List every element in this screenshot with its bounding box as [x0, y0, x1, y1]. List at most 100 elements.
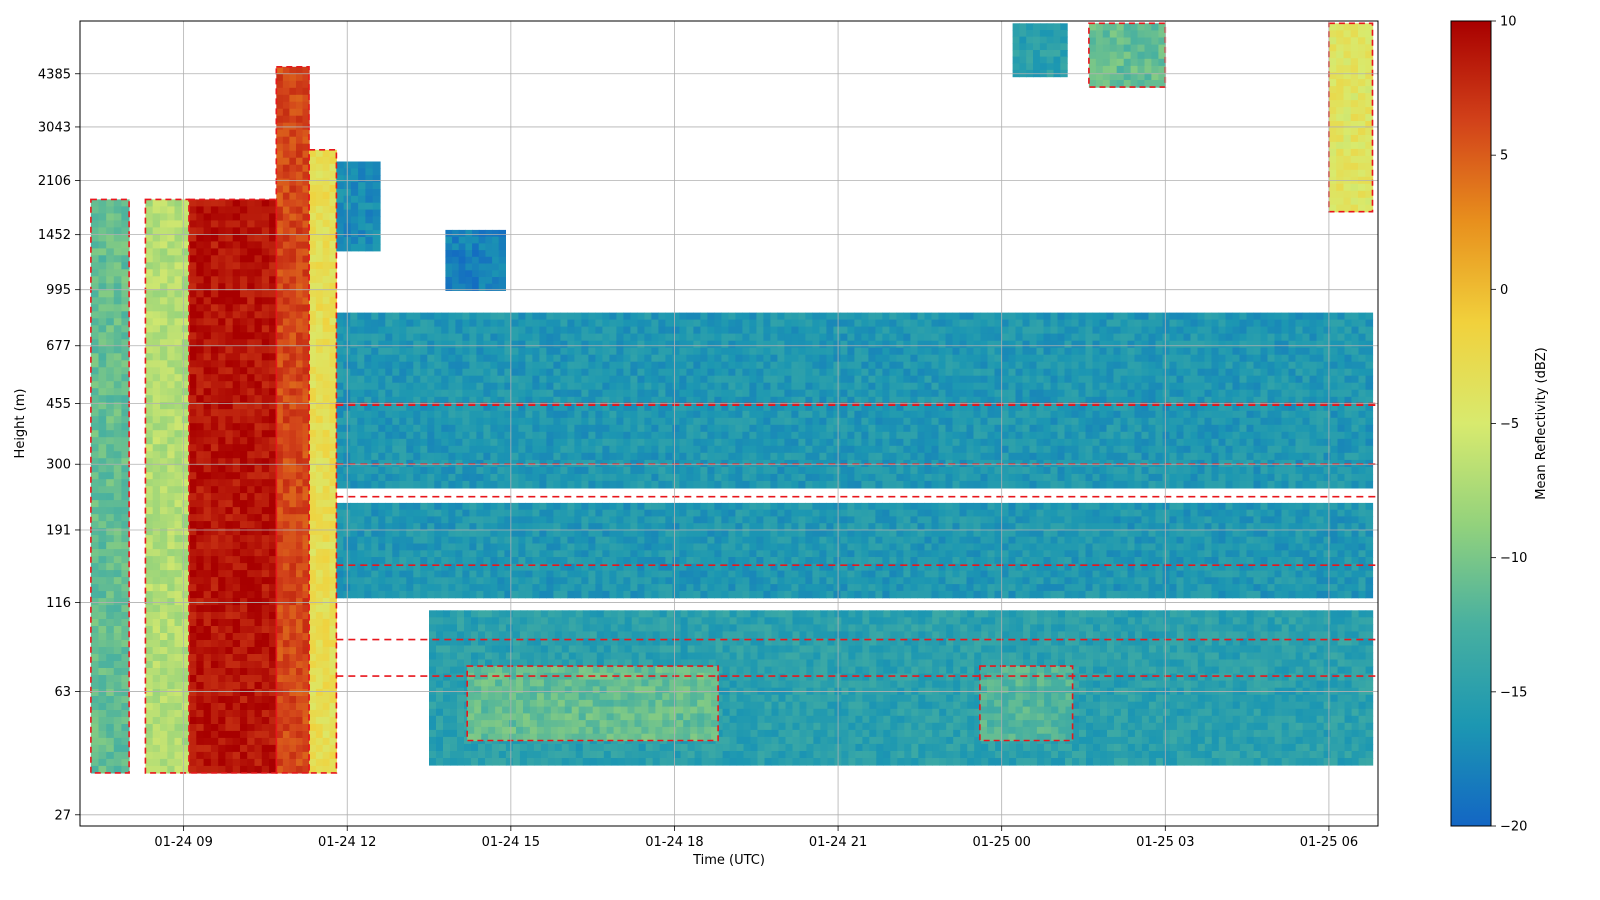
heatmap-cell	[289, 451, 297, 459]
heatmap-cell	[728, 438, 736, 447]
heatmap-cell	[145, 591, 154, 599]
heatmap-cell	[560, 445, 568, 454]
heatmap-cell	[525, 438, 533, 447]
heatmap-cell	[315, 149, 324, 158]
heatmap-cell	[644, 382, 652, 391]
heatmap-cell	[756, 389, 764, 398]
heatmap-cell	[276, 640, 284, 648]
heatmap-cell	[322, 660, 331, 669]
heatmap-cell	[378, 473, 386, 482]
heatmap-cell	[518, 312, 526, 321]
heatmap-cell	[392, 354, 400, 363]
heatmap-cell	[106, 290, 115, 298]
heatmap-cell	[282, 675, 290, 683]
heatmap-cell	[90, 668, 100, 676]
heatmap-cell	[261, 556, 270, 564]
heatmap-cell	[174, 479, 183, 487]
heatmap-cell	[269, 255, 277, 263]
heatmap-cell	[672, 480, 680, 489]
heatmap-cell	[289, 668, 297, 676]
heatmap-cell	[276, 675, 284, 683]
heatmap-cell	[106, 598, 115, 606]
heatmap-cell	[167, 486, 176, 494]
heatmap-cell	[181, 472, 190, 480]
heatmap-cell	[602, 438, 610, 447]
heatmap-cell	[247, 220, 256, 228]
heatmap-cell	[225, 388, 234, 396]
heatmap-cell	[315, 709, 324, 718]
heatmap-cell	[749, 480, 757, 489]
heatmap-cell	[98, 234, 107, 242]
heatmap-cell	[833, 361, 841, 370]
heatmap-cell	[309, 457, 317, 466]
heatmap-cell	[392, 431, 400, 440]
heatmap-cell	[106, 696, 115, 704]
heatmap-cell	[276, 591, 284, 599]
heatmap-cell	[644, 347, 652, 356]
heatmap-cell	[868, 417, 876, 426]
heatmap-cell	[469, 410, 477, 419]
heatmap-cell	[358, 237, 366, 245]
heatmap-cell	[276, 444, 284, 452]
heatmap-cell	[203, 535, 212, 543]
heatmap-cell	[455, 382, 463, 391]
heatmap-cell	[309, 667, 317, 676]
heatmap-cell	[174, 535, 183, 543]
heatmap-cell	[784, 382, 792, 391]
heatmap-cell	[145, 486, 154, 494]
heatmap-cell	[896, 445, 904, 454]
heatmap-cell	[458, 250, 466, 258]
heatmap-cell	[560, 333, 568, 342]
heatmap-cell	[322, 597, 331, 606]
heatmap-cell	[167, 353, 176, 361]
heatmap-cell	[218, 269, 227, 277]
heatmap-cell	[113, 290, 122, 298]
heatmap-cell	[441, 403, 449, 412]
heatmap-cell	[174, 360, 183, 368]
heatmap-cell	[630, 480, 638, 489]
heatmap-cell	[472, 283, 480, 291]
heatmap-cell	[232, 765, 241, 774]
heatmap-cell	[174, 311, 183, 319]
heatmap-cell	[247, 360, 256, 368]
heatmap-cell	[749, 424, 757, 433]
heatmap-cell	[145, 269, 154, 277]
heatmap-cell	[232, 528, 241, 536]
heatmap-cell	[637, 354, 645, 363]
heatmap-cell	[90, 234, 100, 242]
heatmap-cell	[240, 668, 248, 676]
heatmap-cell	[469, 312, 477, 321]
heatmap-cell	[445, 236, 453, 244]
heatmap-cell	[189, 234, 197, 242]
heatmap-cell	[98, 549, 107, 557]
heatmap-cell	[247, 276, 256, 284]
heatmap-cell	[247, 227, 256, 235]
heatmap-cell	[302, 619, 310, 627]
heatmap-cell	[819, 375, 827, 384]
heatmap-cell	[203, 682, 212, 690]
heatmap-cell	[458, 270, 466, 278]
heatmap-cell	[174, 521, 183, 529]
heatmap-cell	[322, 219, 331, 228]
heatmap-cell	[322, 352, 331, 361]
heatmap-cell	[282, 115, 290, 124]
heatmap-cell	[609, 452, 617, 461]
heatmap-cell	[903, 410, 911, 419]
heatmap-cell	[322, 541, 331, 550]
heatmap-cell	[498, 236, 506, 244]
heatmap-cell	[276, 514, 284, 522]
heatmap-cell	[826, 480, 834, 489]
heatmap-cell	[289, 577, 297, 585]
heatmap-cell	[240, 283, 248, 291]
heatmap-cell	[181, 696, 190, 704]
heatmap-cell	[721, 354, 729, 363]
heatmap-cell	[707, 466, 715, 475]
heatmap-cell	[791, 375, 799, 384]
heatmap-cell	[336, 396, 344, 405]
heatmap-cell	[413, 410, 421, 419]
heatmap-cell	[511, 459, 519, 468]
heatmap-cell	[560, 466, 568, 475]
heatmap-cell	[240, 276, 248, 284]
heatmap-cell	[225, 402, 234, 410]
heatmap-cell	[770, 396, 778, 405]
